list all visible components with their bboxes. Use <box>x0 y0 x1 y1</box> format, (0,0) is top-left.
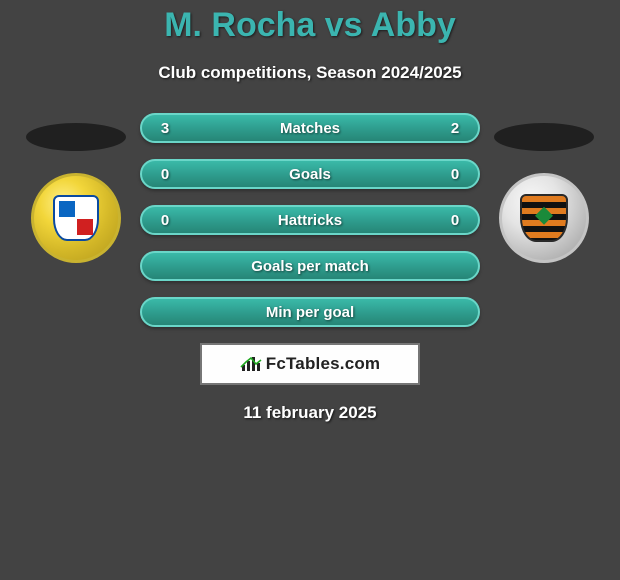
stat-row-goals: 0 Goals 0 <box>140 159 480 189</box>
stat-row-goals-per-match: Goals per match <box>140 251 480 281</box>
comparison-card: M. Rocha vs Abby Club competitions, Seas… <box>0 0 620 423</box>
stat-value-right: 0 <box>446 166 464 183</box>
page-title: M. Rocha vs Abby <box>0 6 620 45</box>
subtitle: Club competitions, Season 2024/2025 <box>0 63 620 83</box>
crest-shield-icon <box>520 194 568 242</box>
stat-label: Goals <box>289 166 331 183</box>
stat-label: Hattricks <box>278 212 342 229</box>
stat-label: Min per goal <box>266 304 354 321</box>
stats-column: 3 Matches 2 0 Goals 0 0 Hattricks 0 Goal… <box>140 113 480 327</box>
crest-shield-icon <box>53 195 99 241</box>
main-row: 3 Matches 2 0 Goals 0 0 Hattricks 0 Goal… <box>0 113 620 327</box>
stat-label: Goals per match <box>251 258 369 275</box>
left-player-col <box>26 113 126 263</box>
bar-chart-icon <box>240 355 262 373</box>
source-logo-box: FcTables.com <box>200 343 420 385</box>
stat-value-left: 0 <box>156 212 174 229</box>
stat-value-left: 0 <box>156 166 174 183</box>
left-club-crest <box>31 173 121 263</box>
stat-row-matches: 3 Matches 2 <box>140 113 480 143</box>
stat-value-right: 2 <box>446 120 464 137</box>
stat-row-min-per-goal: Min per goal <box>140 297 480 327</box>
source-logo: FcTables.com <box>240 354 381 374</box>
player-shadow-left <box>26 123 126 151</box>
date-label: 11 february 2025 <box>0 403 620 423</box>
stat-label: Matches <box>280 120 340 137</box>
stat-value-right: 0 <box>446 212 464 229</box>
player-shadow-right <box>494 123 594 151</box>
right-club-crest <box>499 173 589 263</box>
stat-value-left: 3 <box>156 120 174 137</box>
source-logo-text: FcTables.com <box>266 354 381 374</box>
right-player-col <box>494 113 594 263</box>
stat-row-hattricks: 0 Hattricks 0 <box>140 205 480 235</box>
